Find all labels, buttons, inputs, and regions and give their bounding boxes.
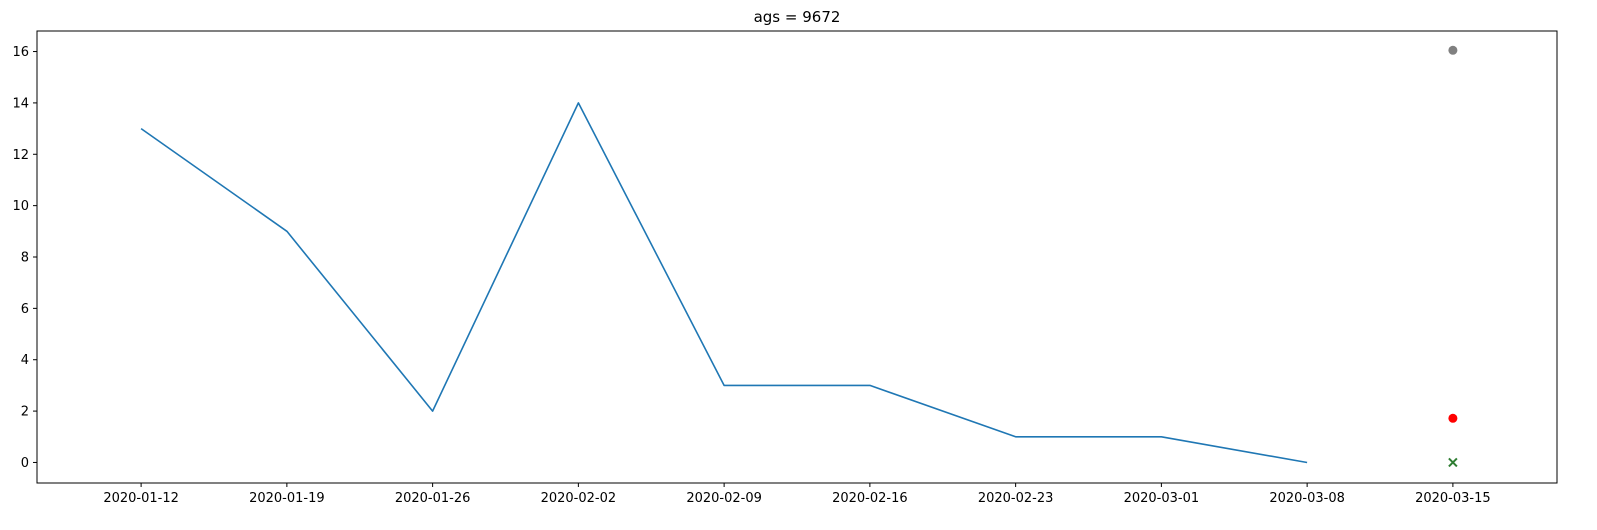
plot-frame bbox=[36, 30, 1558, 484]
x-tick-label: 2020-02-16 bbox=[832, 491, 908, 506]
chart-title: ags = 9672 bbox=[754, 8, 841, 26]
y-tick-label: 14 bbox=[12, 96, 29, 111]
x-tick-label: 2020-02-23 bbox=[978, 491, 1054, 506]
y-tick-label: 6 bbox=[21, 302, 29, 317]
y-tick-label: 4 bbox=[21, 353, 29, 368]
x-marker bbox=[1448, 457, 1458, 468]
y-tick-label: 12 bbox=[12, 148, 29, 163]
x-tick-label: 2020-03-15 bbox=[1415, 491, 1491, 506]
x-tick-label: 2020-01-26 bbox=[395, 491, 471, 506]
x-tick-label: 2020-01-12 bbox=[103, 491, 179, 506]
y-tick-label: 0 bbox=[21, 456, 29, 471]
x-tick-label: 2020-02-09 bbox=[686, 491, 762, 506]
y-tick-label: 16 bbox=[12, 45, 29, 60]
y-tick-label: 10 bbox=[12, 199, 29, 214]
y-tick-label: 8 bbox=[21, 251, 29, 266]
y-tick-label: 2 bbox=[21, 405, 29, 420]
point-marker bbox=[1448, 45, 1458, 55]
point-marker bbox=[1448, 413, 1458, 423]
x-tick-label: 2020-02-02 bbox=[541, 491, 617, 506]
x-tick-label: 2020-03-01 bbox=[1124, 491, 1200, 506]
x-tick-label: 2020-03-08 bbox=[1269, 491, 1345, 506]
series-line bbox=[140, 102, 1308, 464]
x-tick-label: 2020-01-19 bbox=[249, 491, 325, 506]
